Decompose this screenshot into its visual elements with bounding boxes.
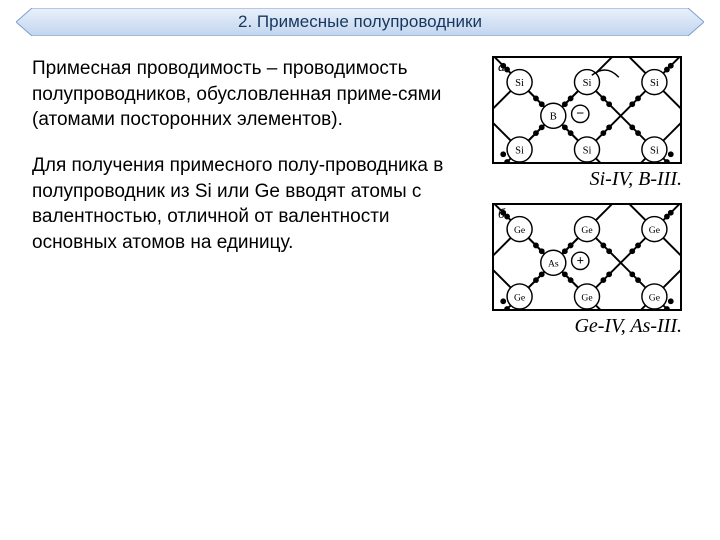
svg-text:Si: Si	[583, 145, 592, 156]
svg-text:B: B	[550, 112, 557, 123]
figure-a-corner-label: а	[498, 60, 505, 76]
svg-text:Ge: Ge	[649, 225, 660, 236]
svg-text:As: As	[548, 259, 559, 270]
figure-b-box: б	[492, 203, 682, 311]
svg-text:Si: Si	[515, 78, 524, 89]
svg-text:Ge: Ge	[581, 292, 592, 303]
svg-text:+: +	[577, 254, 584, 268]
figure-column: а	[486, 56, 692, 350]
page-title: 2. Примесные полупроводники	[16, 8, 704, 36]
svg-text:Si: Si	[650, 145, 659, 156]
title-banner: 2. Примесные полупроводники	[16, 8, 704, 36]
figure-b-corner-label: б	[498, 207, 505, 223]
svg-text:Ge: Ge	[514, 292, 525, 303]
body-text: Примесная проводимость – проводимость по…	[32, 56, 462, 275]
svg-text:Si: Si	[583, 78, 592, 89]
paragraph-1: Примесная проводимость – проводимость по…	[32, 56, 462, 133]
paragraph-2: Для получения примесного полу-проводника…	[32, 153, 462, 256]
svg-text:Si: Si	[515, 145, 524, 156]
figure-a-caption: Si-IV, B-III.	[486, 168, 682, 191]
figure-b-caption: Ge-IV, As-III.	[486, 315, 682, 338]
svg-text:Ge: Ge	[581, 225, 592, 236]
svg-text:−: −	[576, 106, 584, 121]
figure-a-box: а	[492, 56, 682, 164]
figure-a-diagram: Si Si Si Si Si Si B −	[494, 58, 680, 162]
svg-text:Si: Si	[650, 78, 659, 89]
svg-text:Ge: Ge	[514, 225, 525, 236]
figure-b-diagram: Ge Ge Ge Ge Ge Ge As +	[494, 205, 680, 309]
svg-text:Ge: Ge	[649, 292, 660, 303]
